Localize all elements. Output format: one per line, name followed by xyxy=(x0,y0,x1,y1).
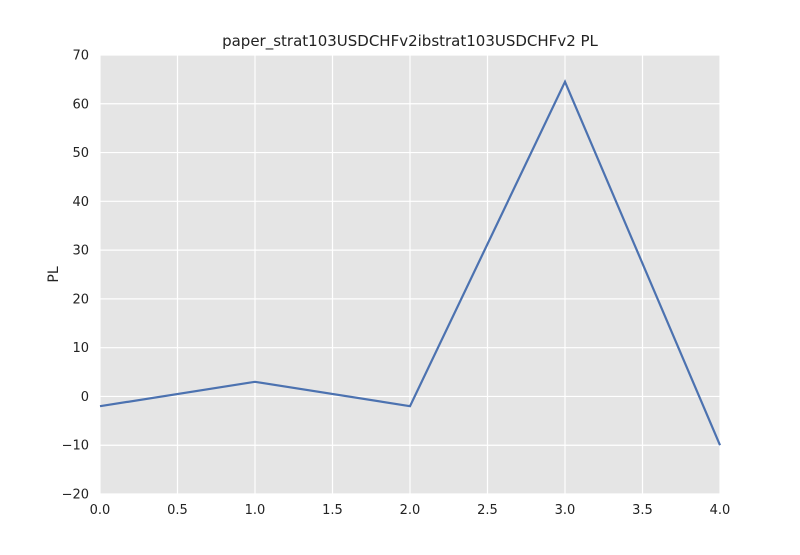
y-tick-label: 60 xyxy=(72,97,89,112)
y-tick-label: −20 xyxy=(62,488,89,503)
x-tick-label: 4.0 xyxy=(710,503,731,518)
x-tick-label: 0.0 xyxy=(90,503,111,518)
x-tick-label: 2.0 xyxy=(400,503,421,518)
x-tick-label: 3.5 xyxy=(632,503,653,518)
y-tick-label: 20 xyxy=(72,292,89,307)
chart-title: paper_strat103USDCHFv2ibstrat103USDCHFv2… xyxy=(222,32,598,51)
y-tick-label: 50 xyxy=(72,146,89,161)
y-tick-label: 30 xyxy=(72,244,89,259)
x-tick-label: 3.0 xyxy=(555,503,576,518)
x-tick-label: 0.5 xyxy=(167,503,188,518)
x-axis-ticks: 0.0 0.5 1.0 1.5 2.0 2.5 3.0 3.5 4.0 xyxy=(90,503,731,518)
series-layer xyxy=(99,79,722,446)
x-tick-label: 1.0 xyxy=(245,503,266,518)
y-tick-label: 0 xyxy=(81,390,89,405)
series-line xyxy=(99,79,722,446)
y-tick-label: 70 xyxy=(72,49,89,64)
y-tick-label: 40 xyxy=(72,195,89,210)
y-tick-label: −10 xyxy=(62,439,89,454)
y-axis-label: PL xyxy=(46,266,62,282)
x-tick-label: 2.5 xyxy=(477,503,498,518)
y-axis-ticks: −20 −10 0 10 20 30 40 50 60 70 xyxy=(62,49,89,503)
grid-lines xyxy=(99,54,721,495)
y-tick-label: 10 xyxy=(72,341,89,356)
x-tick-label: 1.5 xyxy=(322,503,343,518)
